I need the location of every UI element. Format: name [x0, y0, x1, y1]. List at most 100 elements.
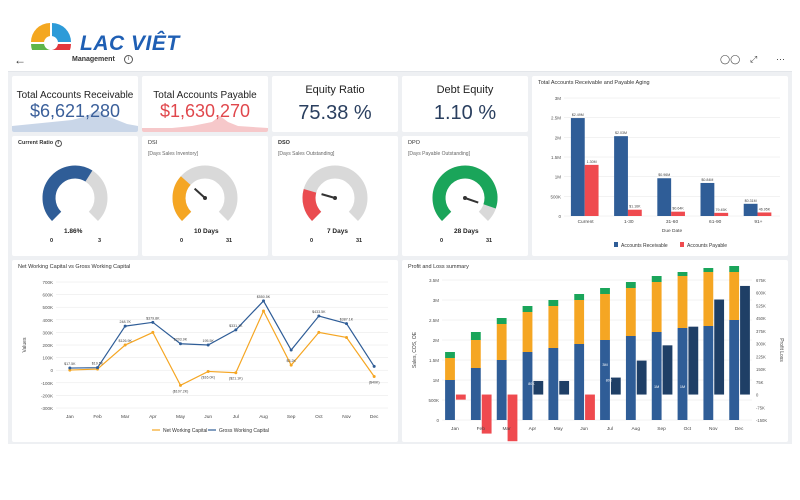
- gauge-value: 28 Days: [454, 228, 479, 235]
- gauge-chart: [42, 165, 108, 221]
- legend-label: Gross Working Capital: [219, 428, 269, 434]
- y2-tick-label: 375K: [756, 329, 766, 334]
- stacked-bar-segment: [600, 294, 610, 340]
- nwc-chart-card[interactable]: Net Working Capital vs Gross Working Cap…: [12, 260, 398, 442]
- stacked-bar-segment: [677, 328, 688, 420]
- gauge-card-dsi[interactable]: DSI [Days Sales Inventory] 10 Days 0 31: [142, 136, 268, 256]
- stacked-bar-segment: [703, 268, 714, 272]
- stacked-bar-segment: [729, 266, 740, 272]
- aging-bar: [657, 178, 672, 216]
- gauge-card-current-ratio[interactable]: Current Ratio i 1.86% 0 3: [12, 136, 138, 256]
- kpi-value: 1.10 %: [433, 102, 497, 124]
- data-label: 1M: [680, 385, 685, 389]
- data-label: 1M: [654, 385, 659, 389]
- profit-bar: [740, 285, 750, 395]
- x-tick-label: Current: [578, 219, 595, 225]
- chart-title: Net Working Capital vs Gross Working Cap…: [18, 264, 131, 270]
- kpi-card-receivable[interactable]: Total Accounts Receivable $6,621,280: [12, 76, 138, 132]
- stacked-bar-segment: [445, 380, 455, 420]
- y-axis-label: Sales, COS, OE: [412, 331, 418, 368]
- info-icon[interactable]: i: [124, 55, 133, 64]
- kpi-card-debt-equity[interactable]: Debt Equity 1.10 %: [402, 76, 528, 132]
- back-arrow-icon[interactable]: ←: [14, 53, 26, 67]
- stacked-bar-segment: [470, 368, 481, 420]
- y-tick-label: 400K: [42, 318, 53, 323]
- aging-bar: [627, 209, 642, 216]
- gauge-max: 3: [98, 238, 102, 244]
- stacked-bar-segment: [496, 360, 507, 420]
- data-label: $2.03M: [615, 131, 627, 135]
- aging-bar: [570, 118, 585, 216]
- legend-label: Accounts Payable: [687, 243, 727, 249]
- data-point: [151, 330, 155, 334]
- stacked-bar-segment: [522, 352, 533, 420]
- gauge-needle-hub: [463, 196, 467, 200]
- glasses-icon[interactable]: ◯◯: [720, 54, 741, 64]
- data-label: ($40K): [369, 381, 380, 385]
- y2-tick-label: -150K: [756, 418, 767, 423]
- x-tick-label: Oct: [684, 426, 692, 432]
- data-point: [68, 366, 72, 370]
- y2-tick-label: 450K: [756, 316, 766, 321]
- gauge-title: Current Ratio i: [18, 140, 62, 147]
- info-icon[interactable]: i: [54, 140, 62, 147]
- x-tick-label: Nov: [709, 426, 718, 432]
- dashboard-canvas: Total Accounts Receivable $6,621,280 Tot…: [8, 72, 792, 444]
- x-tick-label: Dec: [370, 414, 379, 420]
- y-tick-label: 0: [436, 418, 439, 423]
- stacked-bar-segment: [496, 324, 507, 360]
- stacked-bar-segment: [600, 288, 610, 294]
- gauge-card-dso[interactable]: DSO [Days Sales Outstanding] 7 Days 0 31: [272, 136, 398, 256]
- stacked-bar-segment: [625, 288, 636, 336]
- gauge-needle-hub: [333, 196, 337, 200]
- gauge-title: DSI: [148, 140, 158, 146]
- x-tick-label: Jun: [580, 426, 588, 432]
- y-tick-label: -100K: [41, 381, 53, 386]
- expand-icon[interactable]: ⤢: [750, 54, 758, 64]
- stacked-bar-segment: [600, 340, 610, 420]
- gauge-needle: [464, 197, 479, 204]
- more-icon[interactable]: ⋯: [776, 54, 785, 64]
- series-line: [69, 309, 375, 387]
- data-label: 79.45K: [716, 208, 728, 212]
- x-tick-label: May: [554, 426, 564, 432]
- gauge-fill: [172, 176, 192, 221]
- gauge-title: DSO: [278, 140, 290, 146]
- stacked-bar-segment: [651, 332, 662, 420]
- stacked-bar-segment: [651, 276, 662, 282]
- pl-chart-card[interactable]: Profit and Loss summary 0 500K 1M 1.5M 2M 2.5…: [402, 260, 788, 442]
- data-label: 1.30M: [587, 160, 597, 164]
- gauge-value: 7 Days: [327, 228, 348, 235]
- stacked-bar-segment: [445, 352, 455, 358]
- profit-bar: [688, 326, 699, 395]
- stacked-bar-segment: [574, 294, 585, 300]
- gauge-max: 31: [356, 238, 363, 244]
- gauge-card-dpo[interactable]: DPO [Days Payable Outstanding] 28 Days 0…: [402, 136, 528, 256]
- kpi-card-payable[interactable]: Total Accounts Payable $1,630,270: [142, 76, 268, 132]
- data-point: [96, 366, 99, 370]
- y-tick-label: 2M: [555, 135, 562, 140]
- aging-chart-card[interactable]: Total Accounts Receivable and Payable Ag…: [532, 76, 788, 256]
- app-header: ← Management i ◯◯ ⤢ ⋯: [8, 50, 792, 72]
- nwc-line-chart: -300K -200K -100K 0 100K 200K 300K 400K 500K 600K…: [22, 280, 388, 434]
- kpi-card-equity-ratio[interactable]: Equity Ratio 75.38 %: [272, 76, 398, 132]
- data-label: $331.1K: [229, 324, 243, 328]
- profit-bar: [455, 394, 466, 400]
- receivable-sparkline-icon: [12, 110, 138, 132]
- y-axis-label: Values: [22, 337, 28, 352]
- data-label: $0.96M: [658, 173, 670, 177]
- x-axis-label: Due Date: [662, 228, 683, 234]
- y-tick-label: 500K: [428, 398, 439, 403]
- stacked-bar-segment: [677, 272, 688, 276]
- gauge-min: 0: [50, 238, 54, 244]
- stacked-bar-segment: [574, 300, 585, 344]
- data-label: 248.7K: [119, 320, 131, 324]
- stacked-bar-segment: [548, 306, 559, 348]
- profit-bar: [714, 299, 725, 395]
- y-tick-label: 600K: [42, 293, 53, 298]
- x-tick-label: May: [176, 414, 186, 420]
- gauge-chart: [432, 165, 498, 221]
- data-point: [151, 320, 155, 324]
- y-tick-label: 100K: [42, 356, 53, 361]
- data-label: ($107.2K): [173, 389, 189, 393]
